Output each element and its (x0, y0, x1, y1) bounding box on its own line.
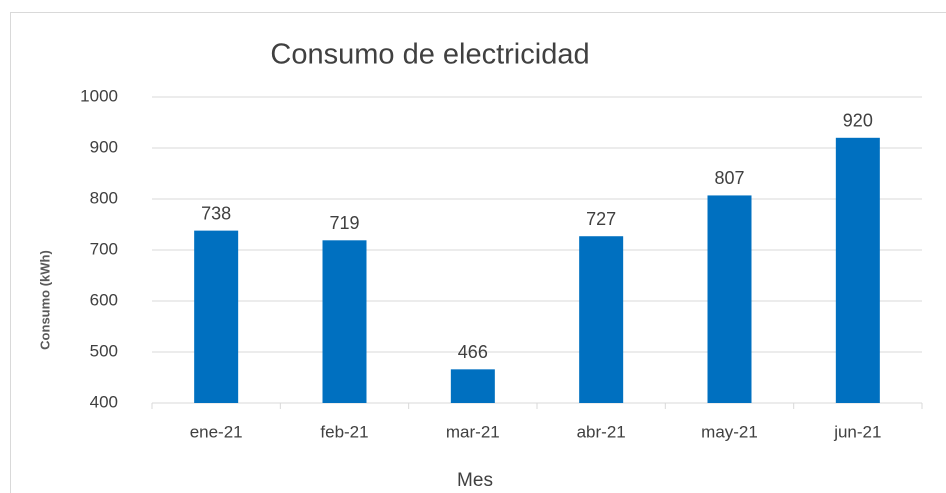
data-label: 807 (714, 168, 744, 188)
data-label: 727 (586, 209, 616, 229)
x-tick-label: feb-21 (320, 422, 368, 441)
x-tick-label: mar-21 (446, 422, 500, 441)
data-label: 738 (201, 203, 231, 223)
y-tick-label: 500 (90, 341, 118, 360)
bar (322, 240, 367, 403)
chart-title: Consumo de electricidad (270, 39, 589, 71)
bar (450, 369, 495, 403)
x-tick-label: may-21 (701, 422, 758, 441)
bar (707, 195, 752, 403)
data-label: 920 (843, 111, 873, 131)
bar (835, 137, 880, 404)
y-tick-label: 700 (90, 239, 118, 258)
x-tick-label: jun-21 (833, 422, 881, 441)
bar (194, 230, 239, 403)
data-label: 466 (458, 342, 488, 362)
y-tick-label: 1000 (80, 86, 118, 105)
y-tick-label: 800 (90, 188, 118, 207)
y-axis-title: Consumo (kWh) (37, 250, 52, 350)
y-tick-label: 600 (90, 290, 118, 309)
x-tick-label: abr-21 (577, 422, 626, 441)
chart-border (10, 12, 946, 493)
bar (579, 236, 624, 403)
data-label: 719 (329, 213, 359, 233)
x-axis-title: Mes (457, 470, 493, 491)
y-tick-label: 400 (90, 392, 118, 411)
y-tick-label: 900 (90, 137, 118, 156)
x-tick-label: ene-21 (190, 422, 243, 441)
